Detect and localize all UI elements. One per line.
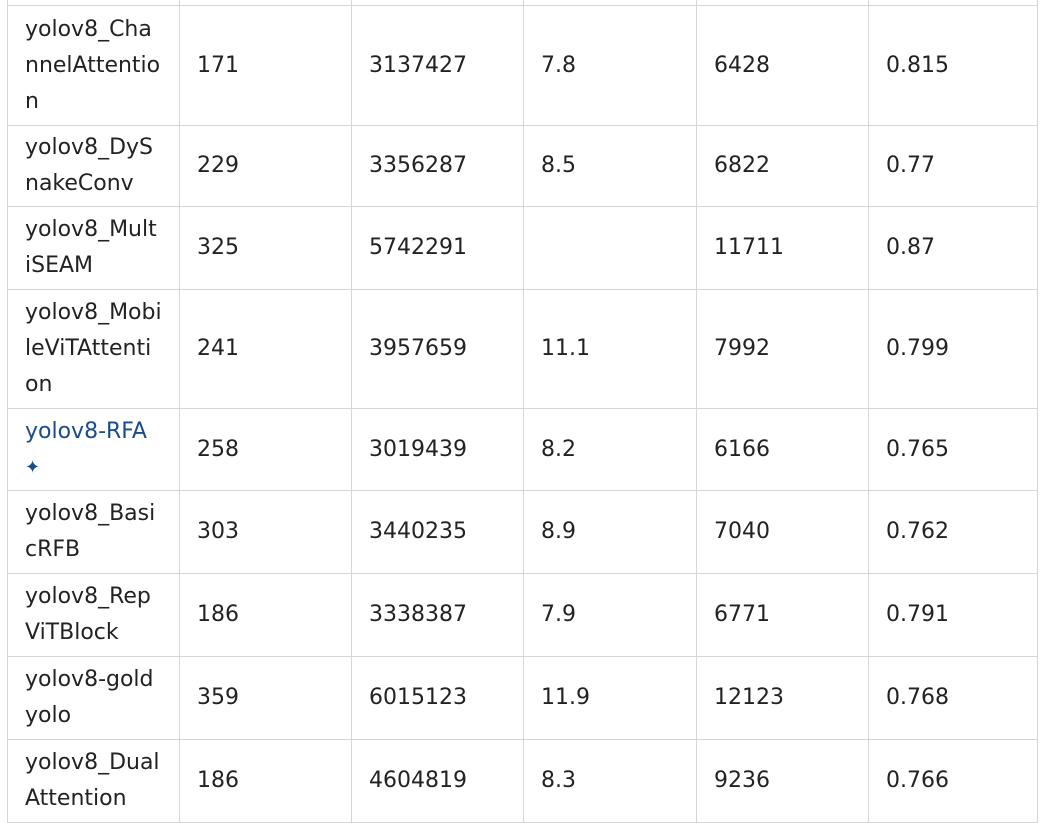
model-name-cell: yolov8_DySnakeConv: [7, 125, 180, 207]
table-cell: 359: [179, 656, 352, 740]
model-name-cell: yolov8_MobileViTAttention: [7, 289, 180, 409]
table-row: yolov8_MultiSEAM 325 5742291 11711 0.87: [7, 206, 1038, 290]
table-cell: 4604819: [351, 739, 524, 823]
table-cell: 303: [179, 490, 352, 574]
model-name-cell: yolov8_MultiSEAM: [7, 206, 180, 290]
table-cell: 0.77: [868, 125, 1038, 207]
table-cell: 0.768: [868, 656, 1038, 740]
table-cell: 0.765: [868, 408, 1038, 491]
table-row: yolov8_MobileViTAttention 241 3957659 11…: [7, 289, 1038, 409]
table-cell: 3356287: [351, 125, 524, 207]
table-row: yolov8-goldyolo 359 6015123 11.9 12123 0…: [7, 656, 1038, 740]
model-name-cell: yolov8_ChannelAttention: [7, 5, 180, 126]
table-cell: 11.1: [523, 289, 697, 409]
table-cell: 0.799: [868, 289, 1038, 409]
table-cell: 3137427: [351, 5, 524, 126]
table-cell: 6822: [696, 125, 869, 207]
table-cell: 186: [179, 573, 352, 657]
table-row: yolov8_DualAttention 186 4604819 8.3 923…: [7, 739, 1038, 823]
table-cell: 6166: [696, 408, 869, 491]
results-table-container: yolov8_ChannelAttention 171 3137427 7.8 …: [7, 0, 1038, 823]
table-cell: 171: [179, 5, 352, 126]
table-cell: 0.762: [868, 490, 1038, 574]
table-cell: 186: [179, 739, 352, 823]
table-cell: 6428: [696, 5, 869, 126]
model-name-link[interactable]: yolov8-RFA: [25, 418, 147, 444]
table-cell: 3440235: [351, 490, 524, 574]
table-cell: 258: [179, 408, 352, 491]
table-cell: 229: [179, 125, 352, 207]
model-name-cell: yolov8-RFA ✦: [7, 408, 180, 491]
sparkle-icon[interactable]: ✦: [25, 456, 41, 478]
model-name-cell: yolov8-goldyolo: [7, 656, 180, 740]
table-cell: 3957659: [351, 289, 524, 409]
table-cell: 6771: [696, 573, 869, 657]
table-cell: 8.5: [523, 125, 697, 207]
table-cell: 0.766: [868, 739, 1038, 823]
table-cell: [523, 206, 697, 290]
table-row: yolov8_BasicRFB 303 3440235 8.9 7040 0.7…: [7, 490, 1038, 574]
table-cell: 3338387: [351, 573, 524, 657]
model-results-table: yolov8_ChannelAttention 171 3137427 7.8 …: [7, 0, 1038, 823]
table-cell: 5742291: [351, 206, 524, 290]
table-cell: 7.9: [523, 573, 697, 657]
table-cell: 12123: [696, 656, 869, 740]
table-row: yolov8_RepViTBlock 186 3338387 7.9 6771 …: [7, 573, 1038, 657]
table-cell: 325: [179, 206, 352, 290]
table-row: yolov8_ChannelAttention 171 3137427 7.8 …: [7, 5, 1038, 126]
table-cell: 3019439: [351, 408, 524, 491]
table-cell: 6015123: [351, 656, 524, 740]
table-cell: 0.791: [868, 573, 1038, 657]
table-cell: 0.87: [868, 206, 1038, 290]
table-cell: 8.9: [523, 490, 697, 574]
table-row: yolov8_DySnakeConv 229 3356287 8.5 6822 …: [7, 125, 1038, 207]
table-cell: 11711: [696, 206, 869, 290]
table-cell: 8.3: [523, 739, 697, 823]
model-name-cell: yolov8_RepViTBlock: [7, 573, 180, 657]
table-cell: 7.8: [523, 5, 697, 126]
table-cell: 7992: [696, 289, 869, 409]
table-cell: 9236: [696, 739, 869, 823]
model-name-cell: yolov8_DualAttention: [7, 739, 180, 823]
table-cell: 7040: [696, 490, 869, 574]
table-row: yolov8-RFA ✦ 258 3019439 8.2 6166 0.765: [7, 408, 1038, 491]
table-cell: 11.9: [523, 656, 697, 740]
table-cell: 0.815: [868, 5, 1038, 126]
table-cell: 241: [179, 289, 352, 409]
model-name-cell: yolov8_BasicRFB: [7, 490, 180, 574]
table-cell: 8.2: [523, 408, 697, 491]
